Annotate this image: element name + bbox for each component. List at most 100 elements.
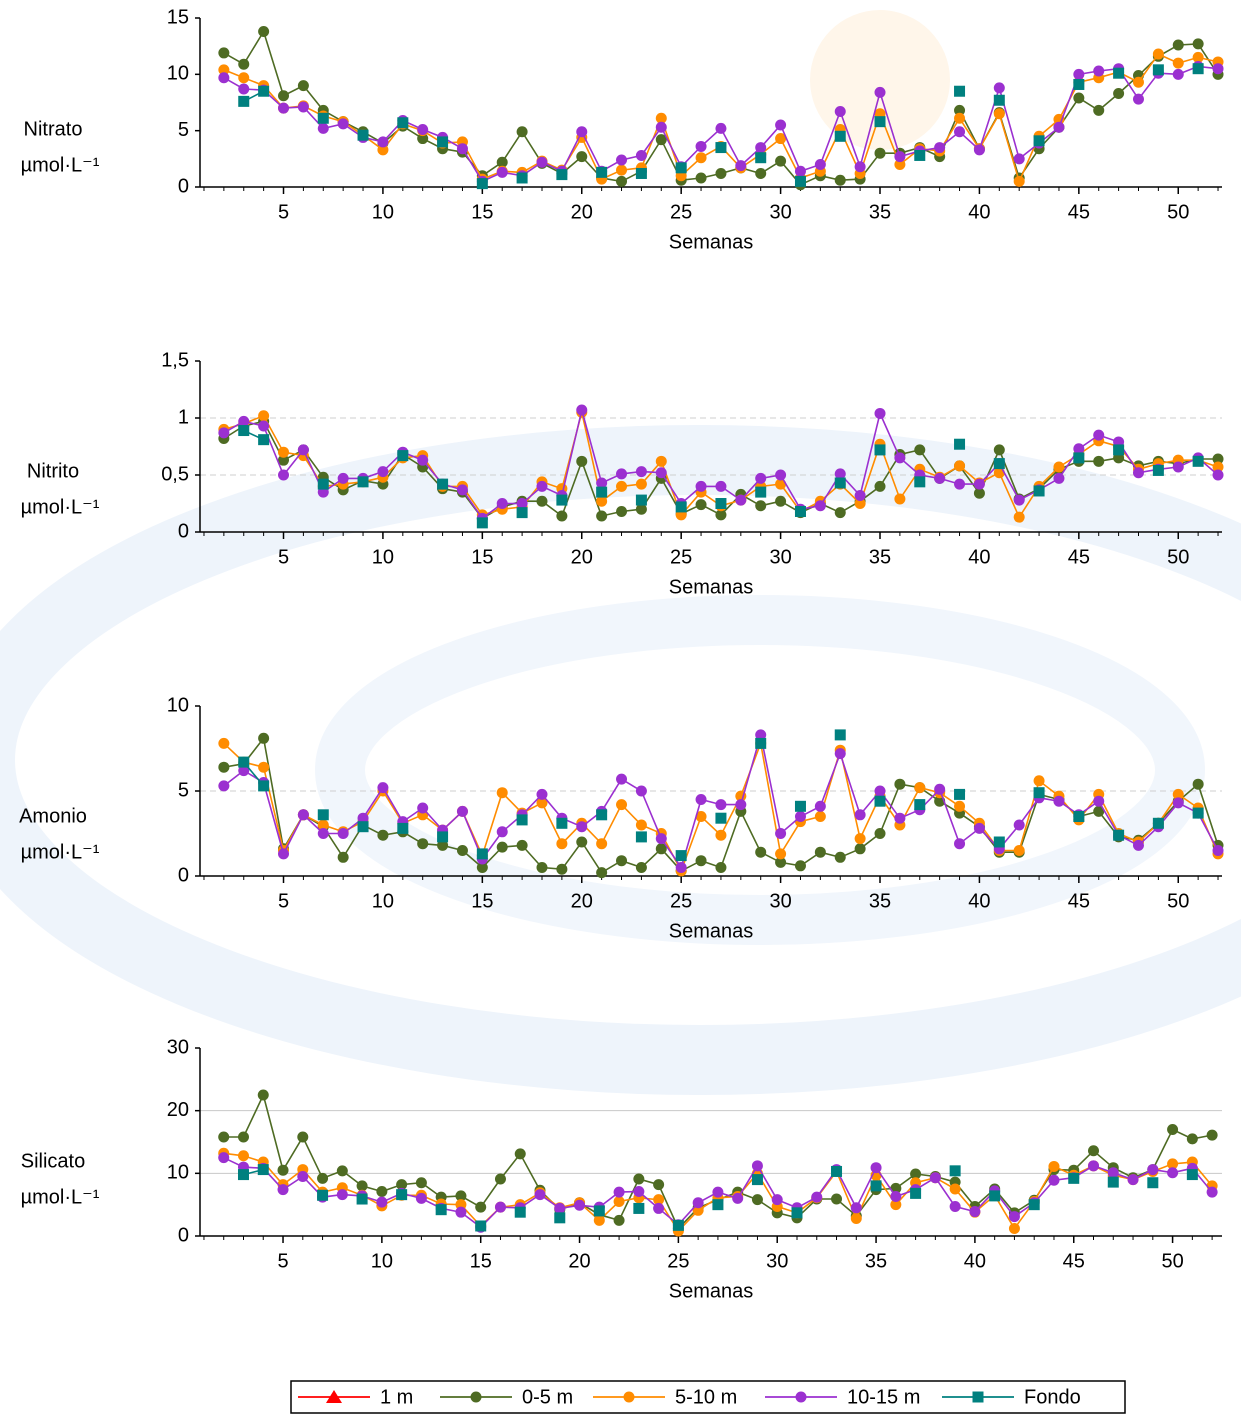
marker	[1093, 104, 1105, 116]
marker	[337, 828, 349, 839]
marker	[576, 404, 588, 416]
marker	[337, 851, 349, 863]
marker	[1093, 795, 1105, 807]
marker	[675, 501, 687, 513]
marker	[954, 478, 966, 490]
marker	[934, 783, 946, 795]
marker	[954, 800, 966, 812]
x-tick-label: 30	[769, 890, 791, 912]
marker	[238, 425, 250, 437]
marker	[278, 469, 290, 481]
marker	[475, 1220, 487, 1232]
marker	[834, 851, 846, 863]
marker	[1033, 135, 1045, 147]
marker	[257, 1164, 269, 1176]
marker	[874, 444, 886, 456]
marker	[514, 1148, 526, 1160]
marker	[336, 1189, 348, 1201]
marker	[337, 118, 349, 130]
marker	[357, 821, 369, 833]
marker	[356, 1180, 368, 1192]
marker	[655, 467, 667, 479]
marker	[218, 737, 230, 749]
chart: 0 10 20 30 5 10 15 20 25 30 35 40 45 50 Semanas Silicat…	[21, 1036, 1222, 1302]
x-tick-label: 10	[372, 546, 394, 568]
x-tick-label: 25	[667, 1250, 689, 1272]
marker	[755, 486, 767, 498]
x-tick-label: 20	[568, 1250, 590, 1272]
marker	[278, 848, 290, 860]
marker	[1132, 93, 1144, 105]
marker	[1192, 778, 1204, 790]
marker	[954, 126, 966, 138]
legend-marker	[795, 1391, 807, 1403]
x-tick-label: 25	[670, 201, 692, 223]
marker	[949, 1201, 961, 1213]
marker	[258, 780, 270, 792]
marker	[635, 503, 647, 515]
marker	[732, 1192, 744, 1204]
marker	[775, 848, 787, 860]
marker	[1073, 78, 1085, 90]
marker	[516, 172, 528, 184]
marker	[854, 809, 866, 821]
y-tick-label: 0	[178, 175, 189, 197]
marker	[1192, 807, 1204, 819]
marker	[496, 841, 508, 853]
marker	[1053, 795, 1065, 807]
marker	[534, 1189, 546, 1201]
marker	[910, 1187, 922, 1199]
marker	[973, 487, 985, 499]
chart: 0 5 10 5 10 15 20 25 30 35 40 45 50 Semanas Amonio µmol…	[19, 694, 1224, 942]
x-tick-label: 25	[670, 546, 692, 568]
y-tick-label: 10	[167, 1162, 189, 1184]
marker	[516, 814, 528, 826]
legend-marker	[326, 1390, 342, 1403]
marker	[297, 101, 309, 113]
x-tick-label: 5	[277, 1250, 288, 1272]
chart: 0 0,5 1 1,5 5 10 15 20 25 30 35 40 45 50 Semanas Nitrit…	[21, 349, 1224, 598]
marker	[357, 812, 369, 824]
marker	[775, 119, 787, 131]
marker	[616, 480, 628, 492]
marker	[874, 116, 886, 128]
marker	[874, 785, 886, 797]
marker	[576, 151, 588, 163]
marker	[949, 1183, 961, 1195]
marker	[218, 427, 230, 439]
marker	[973, 478, 985, 490]
x-tick-label: 15	[471, 890, 493, 912]
marker	[1008, 1211, 1020, 1223]
marker	[834, 106, 846, 118]
x-tick-label: 15	[471, 201, 493, 223]
marker	[593, 1214, 605, 1226]
marker	[695, 794, 707, 805]
x-tick-label: 25	[670, 890, 692, 912]
marker	[1088, 1160, 1100, 1172]
marker	[1152, 48, 1164, 60]
marker	[437, 839, 449, 851]
marker	[397, 822, 409, 834]
marker	[1093, 455, 1105, 467]
marker	[633, 1202, 645, 1214]
marker	[635, 819, 647, 831]
y-axis-unit: µmol·L⁻¹	[21, 496, 100, 518]
marker	[755, 142, 767, 154]
marker	[890, 1191, 902, 1203]
marker	[894, 493, 906, 505]
x-tick-label: 45	[1068, 890, 1090, 912]
marker	[317, 809, 329, 821]
marker	[1013, 494, 1025, 506]
marker	[1132, 467, 1144, 479]
marker	[1073, 68, 1085, 80]
marker	[969, 1206, 981, 1218]
marker	[278, 102, 290, 114]
series-line	[223, 29, 1219, 186]
y-tick-label: 30	[167, 1036, 189, 1058]
marker	[218, 1131, 230, 1143]
x-tick-label: 30	[769, 201, 791, 223]
marker	[417, 124, 429, 136]
marker	[397, 450, 409, 462]
marker	[834, 130, 846, 142]
marker	[870, 1162, 882, 1174]
